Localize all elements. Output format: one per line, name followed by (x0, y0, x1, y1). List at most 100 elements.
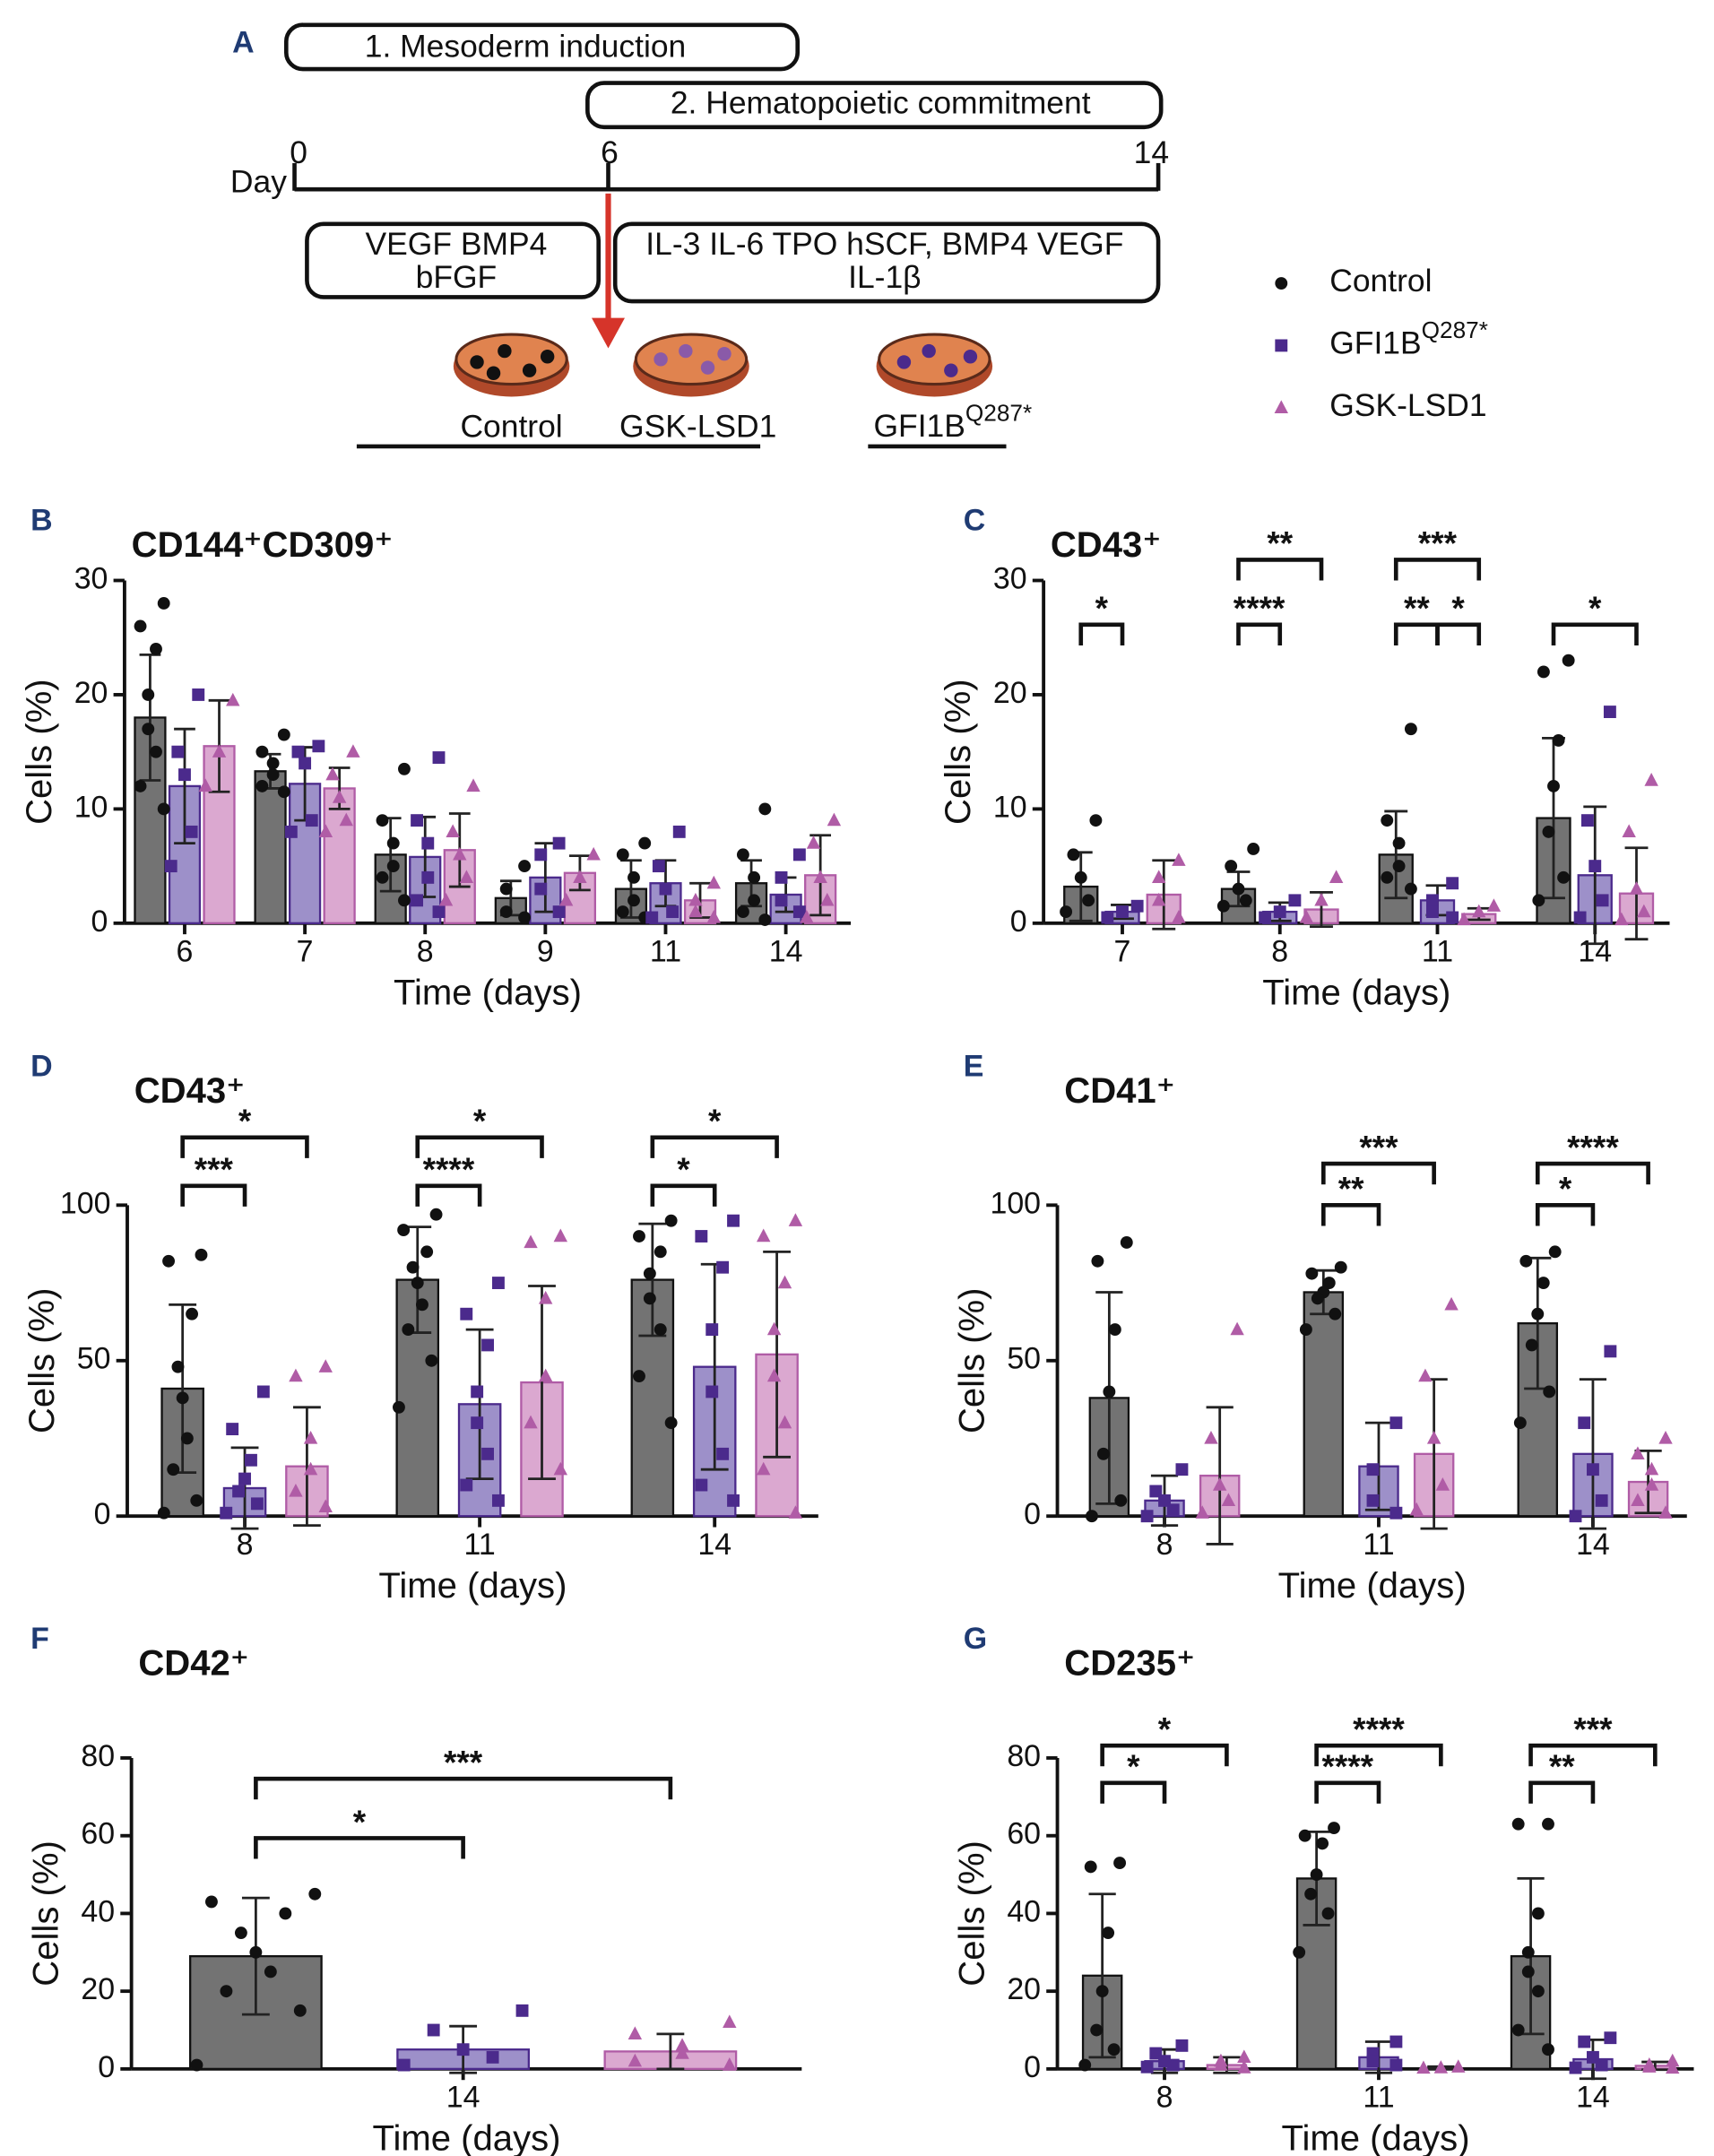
data-point (1334, 1260, 1347, 1274)
data-point (1580, 814, 1594, 827)
data-point (471, 1385, 484, 1398)
data-point (1107, 2043, 1121, 2056)
data-point (1082, 894, 1095, 907)
data-point (1472, 904, 1486, 918)
data-point (318, 824, 333, 838)
data-point (178, 768, 191, 782)
data-point (633, 1230, 645, 1243)
significance-label: **** (1353, 1710, 1405, 1747)
data-point (466, 778, 480, 792)
data-point (171, 1360, 185, 1373)
data-point (716, 1447, 730, 1460)
media-text: IL-3 IL-6 TPO hSCF, BMP4 VEGF (645, 226, 1123, 262)
y-tick-label: 80 (1007, 1739, 1041, 1773)
data-point (664, 1214, 678, 1227)
y-tick-label: 50 (1007, 1342, 1041, 1376)
data-point (303, 1431, 318, 1444)
data-point (1404, 723, 1417, 736)
data-point (538, 1290, 553, 1304)
data-point (492, 1494, 505, 1507)
data-point (723, 2014, 737, 2029)
data-point (1172, 853, 1186, 866)
data-point (289, 1483, 303, 1497)
data-point (376, 814, 389, 827)
data-point (1304, 1887, 1318, 1901)
data-point (1604, 2031, 1617, 2045)
y-axis-label: Cells (%) (953, 1840, 992, 1987)
data-point (1316, 1837, 1329, 1850)
significance-bracket (1314, 1780, 1381, 1804)
data-point (706, 1323, 719, 1337)
data-point (1113, 1857, 1127, 1870)
y-tick-label: 20 (993, 676, 1027, 710)
data-point (538, 1368, 553, 1382)
data-point (167, 1463, 180, 1476)
data-point (318, 1499, 333, 1512)
data-point (736, 905, 749, 919)
x-tick-label: 14 (697, 1528, 731, 1562)
data-point (411, 1277, 424, 1289)
data-point (706, 875, 721, 889)
significance-label: * (677, 1151, 690, 1188)
phase-box (283, 22, 801, 72)
significance-bracket (1321, 1161, 1436, 1185)
data-point (346, 744, 360, 758)
chart-title: CD235⁺ (1064, 1643, 1195, 1683)
data-point (1389, 2035, 1403, 2048)
significance-bracket (1551, 622, 1639, 645)
data-point (453, 846, 467, 861)
x-tick-label: 8 (417, 935, 434, 969)
error-bar (1579, 1378, 1607, 1530)
data-point (134, 619, 147, 633)
data-point (1314, 892, 1329, 906)
error-bar (1384, 810, 1408, 900)
data-point (1426, 894, 1439, 907)
data-point (1596, 894, 1609, 907)
data-point (1525, 1338, 1538, 1352)
panel-label: A (232, 25, 255, 59)
data-point (1548, 1245, 1562, 1259)
data-point (1578, 1416, 1591, 1430)
significance-bracket (1321, 1203, 1381, 1226)
data-point (1644, 773, 1658, 786)
y-tick-label: 20 (1007, 1972, 1041, 2006)
significance-bracket (1528, 1743, 1658, 1767)
significance-bracket (254, 1776, 673, 1800)
data-point (284, 825, 298, 838)
data-point (1328, 1822, 1340, 1834)
data-point (518, 911, 532, 924)
y-tick-label: 40 (1007, 1894, 1041, 1928)
data-point (1531, 1307, 1545, 1320)
data-point (586, 846, 601, 861)
data-point (198, 778, 212, 792)
data-point (427, 2023, 440, 2037)
data-point (573, 870, 587, 884)
data-point (1151, 892, 1166, 906)
data-point (806, 836, 821, 849)
significance-label: ** (1267, 525, 1293, 562)
data-point (792, 848, 806, 862)
data-point (190, 2058, 203, 2072)
data-point (1212, 1477, 1227, 1491)
data-point (1204, 1431, 1218, 1444)
legend-name: GFI1B (1329, 325, 1421, 361)
y-axis-label: Cells (%) (22, 1287, 62, 1433)
x-tick-label: 7 (1114, 935, 1131, 969)
error-bar (656, 2032, 685, 2071)
data-point (1426, 1431, 1441, 1444)
data-point (185, 825, 198, 838)
data-point (157, 597, 170, 610)
significance-bracket (1100, 1743, 1229, 1767)
data-point (459, 870, 474, 884)
data-point (1140, 2060, 1154, 2074)
data-point (1537, 1277, 1550, 1289)
x-tick-label: 11 (650, 935, 681, 969)
data-point (757, 1228, 771, 1243)
data-point (1166, 1503, 1180, 1517)
data-point (1175, 2039, 1189, 2052)
y-tick-label: 0 (1010, 905, 1027, 939)
data-point (1230, 1321, 1244, 1336)
significance-bracket (650, 1135, 779, 1158)
y-tick-label: 0 (98, 2050, 115, 2084)
data-point (234, 1927, 247, 1940)
